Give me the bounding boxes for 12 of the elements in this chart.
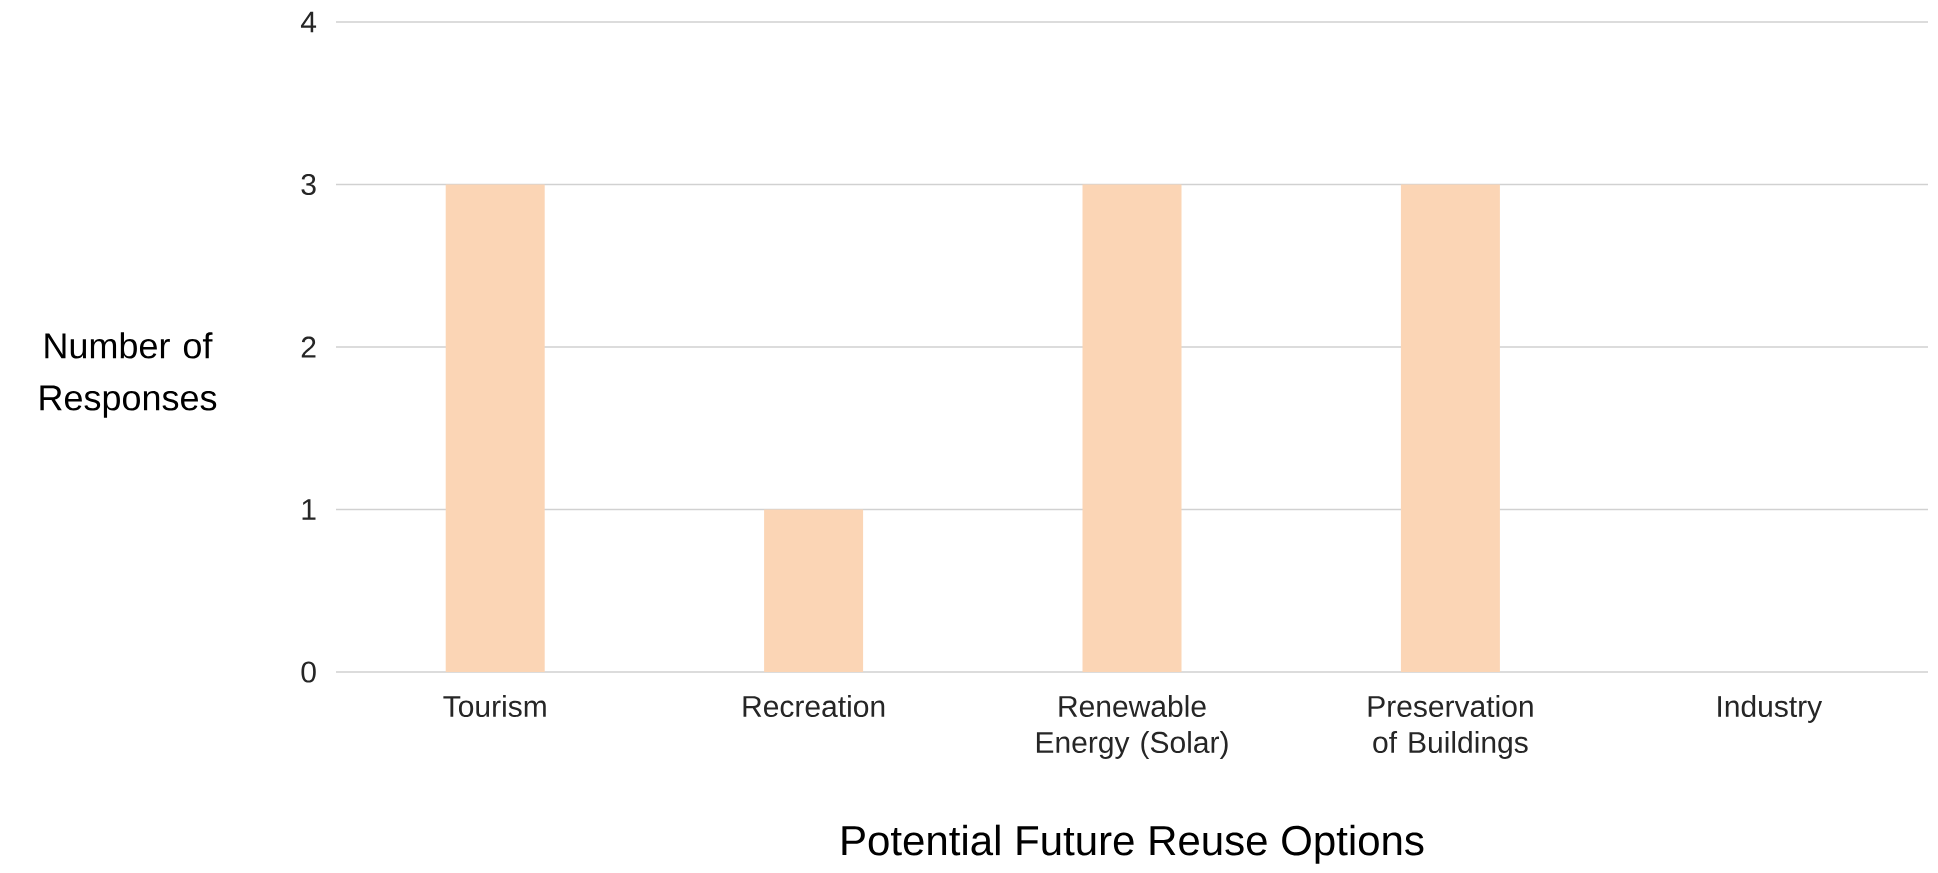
x-tick-label: Preservation of Buildings [1368, 695, 1533, 759]
x-tick-label: Tourism [443, 695, 546, 718]
y-tick-label: 1 [302, 499, 316, 520]
x-axis-title: Potential Future Reuse Options [842, 824, 1424, 864]
x-tick-label: Industry [1718, 695, 1823, 723]
x-tick-label: Recreation [743, 695, 885, 718]
x-tick-label: Renewable Energy (Solar) [1036, 695, 1228, 759]
y-tick-label: 2 [301, 336, 316, 358]
y-tick-label: 3 [301, 173, 316, 196]
y-tick-label: 0 [301, 661, 316, 683]
y-tick-label: 4 [300, 11, 317, 33]
y-axis-title: Number of Responses [40, 332, 217, 418]
